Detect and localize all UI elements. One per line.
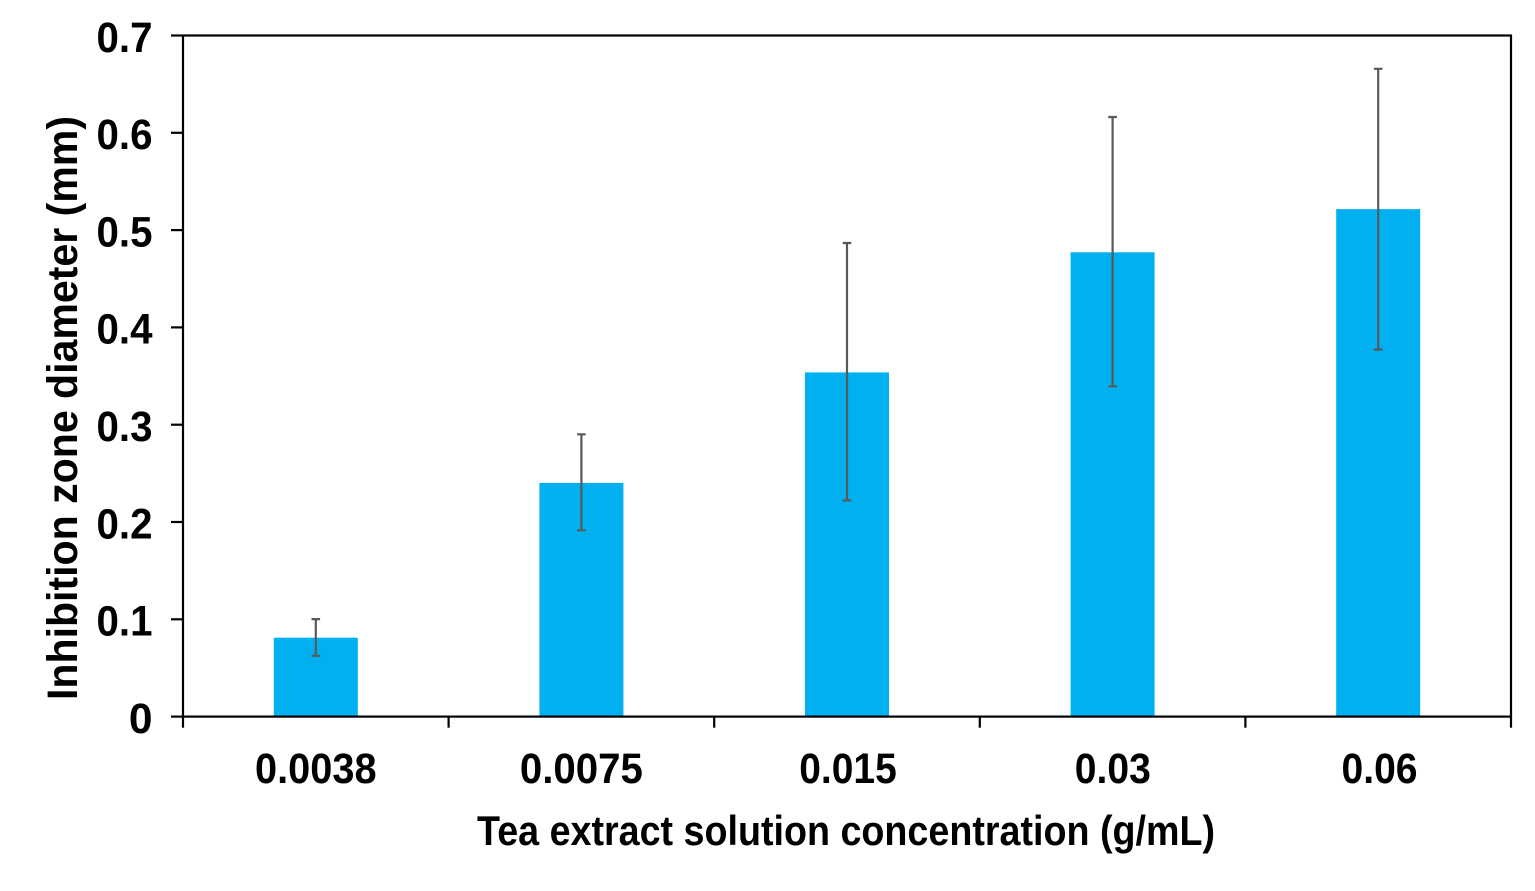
svg-text:0.0038: 0.0038 — [255, 746, 377, 793]
svg-text:0.1: 0.1 — [97, 599, 153, 646]
svg-text:0.0075: 0.0075 — [520, 746, 643, 793]
svg-text:0.4: 0.4 — [97, 307, 153, 354]
svg-text:0.015: 0.015 — [799, 746, 897, 793]
svg-text:0.7: 0.7 — [97, 15, 153, 62]
svg-text:0: 0 — [129, 696, 153, 743]
svg-text:0.3: 0.3 — [97, 404, 153, 451]
svg-text:0.03: 0.03 — [1075, 746, 1151, 793]
svg-text:0.6: 0.6 — [97, 112, 153, 159]
svg-text:Inhibition zone diameter (mm): Inhibition zone diameter (mm) — [40, 116, 87, 700]
svg-text:0.06: 0.06 — [1342, 746, 1418, 793]
svg-text:Tea extract solution concentra: Tea extract solution concentration (g/mL… — [477, 807, 1215, 854]
svg-text:0.2: 0.2 — [97, 501, 153, 548]
svg-text:0.5: 0.5 — [97, 209, 153, 256]
